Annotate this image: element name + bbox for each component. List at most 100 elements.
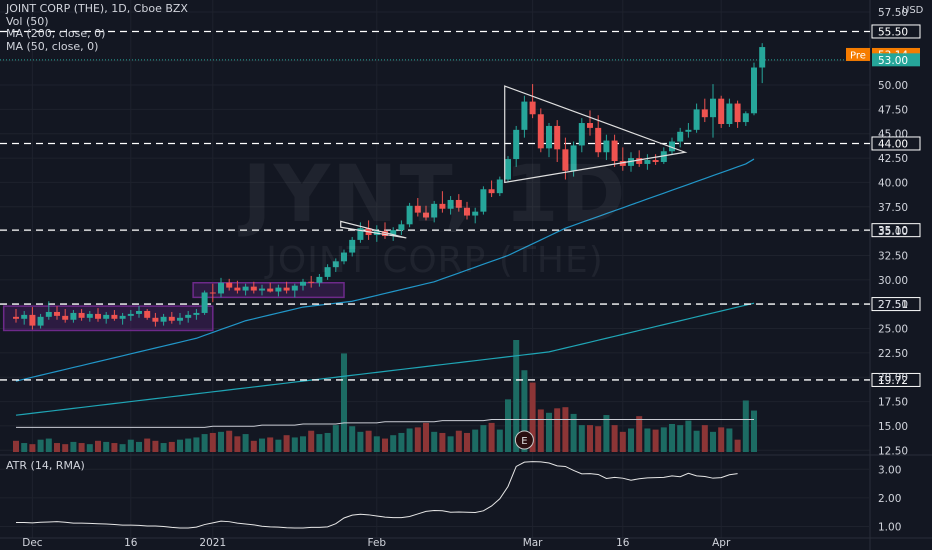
candle-body — [37, 316, 44, 326]
atr-line — [16, 461, 738, 529]
atr-tick-label: 2.00 — [878, 493, 901, 505]
candle-body — [267, 288, 274, 292]
volume-bar — [152, 440, 159, 452]
price-tick-label: 40.00 — [878, 177, 908, 189]
candle-body — [242, 286, 249, 291]
volume-bar — [529, 382, 536, 452]
currency-label: USD — [902, 5, 924, 16]
triangle-patterns — [340, 85, 688, 239]
atr-tick-label: 3.00 — [878, 464, 901, 476]
volume-bar — [13, 440, 19, 452]
candle-body — [341, 252, 347, 262]
earnings-marker[interactable]: E — [514, 430, 534, 450]
volume-bar — [226, 430, 233, 452]
candle-body — [21, 314, 28, 319]
candle-body — [308, 281, 315, 283]
candle-body — [447, 199, 454, 209]
volume-bar — [201, 434, 208, 452]
legend-ma50[interactable]: MA (50, close, 0) — [6, 39, 99, 53]
level-label: 44.00 — [878, 138, 908, 150]
candle-body — [324, 267, 331, 277]
candle-body — [144, 310, 151, 318]
volume-bar — [464, 432, 470, 452]
price-axis[interactable]: 55.50 44.00 35.10 27.51 19.72 1.00 2.00 3.00 12.… — [846, 5, 924, 534]
price-tick-label: 27.50 — [878, 299, 908, 311]
candle-body — [423, 212, 429, 218]
volume-bar — [636, 416, 643, 452]
level-tag — [871, 297, 921, 312]
volume-bar — [628, 428, 634, 452]
candle-body — [685, 129, 692, 132]
date-label: Dec — [22, 537, 43, 549]
candle-body — [316, 276, 323, 283]
volume-bar — [341, 353, 347, 452]
volume-bar — [537, 409, 544, 452]
volume-bar — [234, 436, 241, 452]
volume-bar — [513, 340, 520, 452]
candle-body — [537, 114, 544, 149]
volume-bar — [406, 428, 413, 452]
volume-bar — [488, 422, 495, 452]
volume-bar — [275, 439, 282, 452]
volume-bar — [431, 431, 438, 452]
volume-bar — [660, 427, 667, 452]
volume-bar — [546, 412, 552, 452]
legend-ma200[interactable]: MA (200, close, 0) — [6, 27, 106, 40]
legend-title[interactable]: JOINT CORP (THE), 1D, Cboe BZX — [6, 2, 188, 15]
volume-bar — [578, 425, 585, 452]
volume-bar — [349, 426, 356, 452]
date-label: 16 — [124, 537, 138, 549]
date-label: 16 — [616, 537, 630, 549]
candle-body — [332, 261, 339, 268]
volume-bar — [439, 432, 446, 452]
volume-bar — [168, 441, 175, 452]
volume-bar — [37, 439, 44, 452]
candle-body — [455, 199, 462, 208]
volume-bar — [414, 427, 421, 452]
volume-bar — [521, 370, 528, 452]
chart-legend: JOINT CORP (THE), 1D, Cboe BZX Vol (50) … — [6, 2, 188, 53]
price-tick-label: 57.50 — [878, 7, 908, 19]
legend-atr[interactable]: ATR (14, RMA) — [6, 459, 85, 472]
candle-body — [480, 189, 487, 212]
volume-bar — [111, 443, 118, 452]
candle-body — [95, 313, 101, 319]
volume-bar — [324, 432, 331, 452]
horizontal-levels — [0, 30, 870, 381]
candle-body — [726, 103, 733, 124]
volume-bar — [86, 444, 93, 452]
price-tick-label: 37.50 — [878, 202, 908, 214]
legend-volume[interactable]: Vol (50) — [6, 14, 49, 28]
volume-bar — [554, 408, 561, 452]
volume-bar — [308, 430, 315, 452]
level-tag — [871, 372, 921, 387]
price-tick-label: 22.50 — [878, 348, 908, 360]
volume-bar — [127, 439, 134, 452]
candle-body — [505, 159, 511, 180]
price-tick-label: 12.50 — [878, 445, 908, 457]
time-axis[interactable]: Dec 16 2021 Feb Mar 16 Apr — [22, 537, 731, 549]
candle-body — [660, 151, 667, 162]
volume-bar — [718, 427, 725, 452]
volume-bar — [455, 430, 462, 452]
candle-body — [529, 101, 536, 115]
last-price-label: 53.00 — [878, 55, 908, 67]
volume-bar — [332, 425, 339, 452]
candle-body — [45, 311, 52, 317]
volume-ma-line — [16, 419, 754, 428]
volume-bar — [78, 443, 85, 452]
candle-body — [119, 315, 126, 319]
volume-bar — [677, 425, 684, 452]
volume-bar — [144, 438, 151, 452]
price-tick-label: 20.00 — [878, 372, 908, 384]
volume-bar — [496, 429, 503, 452]
candle-body — [406, 205, 413, 225]
candle-body — [603, 140, 610, 153]
candle-body — [652, 160, 659, 162]
candle-body — [54, 311, 60, 316]
date-label: Feb — [368, 537, 387, 549]
price-tick-label: 25.00 — [878, 324, 908, 336]
earnings-badge — [514, 430, 534, 450]
